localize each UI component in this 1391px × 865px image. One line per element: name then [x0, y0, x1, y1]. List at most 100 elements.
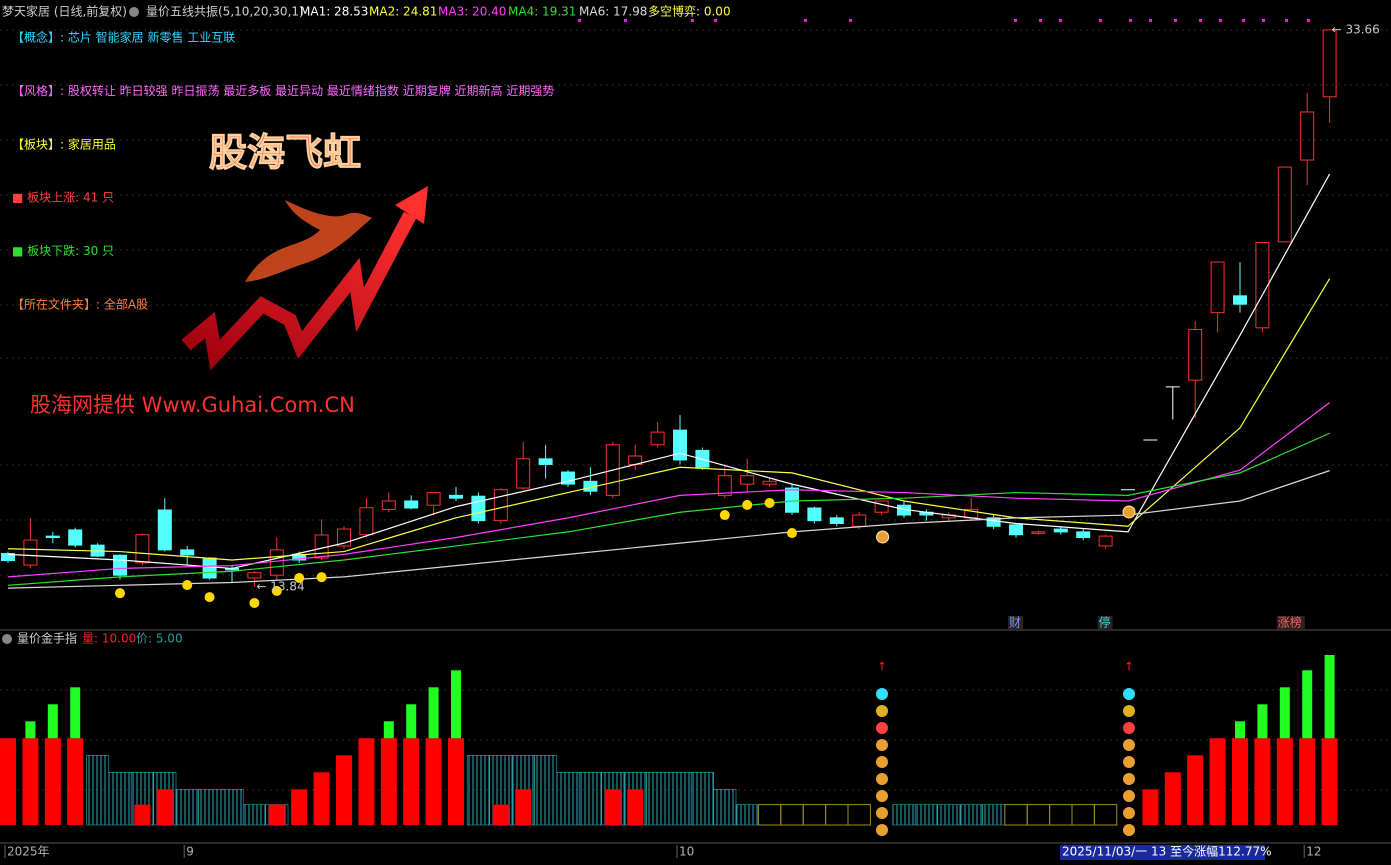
cyan-hatch	[198, 788, 222, 826]
green-bar	[1302, 670, 1313, 739]
red-bar	[358, 738, 375, 825]
cyan-hatch	[982, 804, 1006, 826]
info-line: 【板块】: 家居用品	[12, 136, 116, 151]
ma-line	[7, 278, 1331, 561]
cyan-hatch	[959, 804, 983, 826]
candle-body	[1031, 531, 1046, 534]
signal-icon	[1123, 756, 1135, 768]
cyan-hatch	[86, 754, 110, 826]
candle-body	[1053, 528, 1068, 533]
red-bar	[313, 772, 330, 825]
x-tick-label: 12	[1306, 845, 1321, 859]
red-bar	[134, 804, 151, 825]
signal-icon	[1123, 807, 1135, 819]
signal-dot	[249, 598, 260, 609]
indicator-title: 量价五线共振(5,10,20,30,1)	[146, 5, 304, 19]
money-bag	[1122, 505, 1136, 519]
cyan-hatch	[914, 804, 938, 826]
signal-icon	[1123, 824, 1135, 836]
candle-body	[471, 495, 486, 522]
green-bar	[451, 670, 461, 739]
legend-entry: MA6: 17.98	[579, 5, 647, 19]
cyan-hatch	[937, 804, 961, 826]
signal-icon	[1123, 773, 1135, 785]
cyan-hatch	[646, 771, 670, 826]
signal-dot	[764, 497, 775, 508]
svg-text:↑: ↑	[1124, 660, 1134, 674]
logo-arrowhead	[395, 186, 428, 224]
red-bar	[67, 738, 84, 825]
svg-text:↑: ↑	[877, 660, 887, 674]
signal-dot	[204, 592, 215, 603]
red-bar	[1187, 755, 1204, 825]
candle-body	[1009, 524, 1023, 536]
candle-body	[426, 492, 441, 506]
signal-icon	[1123, 739, 1135, 751]
cyan-hatch	[690, 771, 714, 826]
cyan-hatch	[175, 788, 199, 826]
red-bar	[291, 789, 308, 825]
green-bar	[383, 721, 394, 739]
signal-dot	[115, 588, 125, 599]
cyan-hatch	[735, 804, 759, 826]
signal-dot	[742, 499, 753, 510]
candle-body	[1076, 531, 1091, 539]
candle-body	[829, 517, 844, 524]
x-tick-label: 9	[186, 845, 194, 859]
candle-body	[1, 553, 15, 562]
signal-icon	[876, 773, 888, 785]
candle-body	[605, 444, 620, 496]
event-label: 财	[1009, 616, 1021, 630]
candle-body	[68, 529, 83, 546]
candle-body	[762, 480, 777, 485]
green-bar	[1235, 721, 1245, 739]
status-box	[1060, 845, 1265, 860]
event-label: 停	[1099, 615, 1111, 630]
signal-dot	[719, 510, 730, 521]
red-bar	[403, 738, 420, 825]
cyan-hatch	[108, 771, 132, 826]
green-bar	[1324, 655, 1335, 739]
candle-body	[538, 458, 553, 465]
candle-body	[1322, 29, 1337, 98]
candle-body	[1188, 329, 1203, 381]
red-bar	[1321, 738, 1338, 825]
cyan-hatch	[578, 771, 602, 826]
price-annotation: ← 33.66	[1332, 22, 1380, 36]
signal-icon	[1123, 705, 1135, 717]
signal-icon	[1123, 790, 1135, 802]
red-bar	[380, 738, 397, 825]
logo-text: 股海飞虹	[209, 131, 361, 175]
top-markers	[578, 19, 1310, 22]
signal-dot	[294, 573, 305, 584]
watermark: 股海网提供 Www.Guhai.Com.CN	[30, 393, 355, 417]
event-tag	[1008, 616, 1023, 629]
red-bar	[1276, 738, 1293, 825]
event-tag	[1097, 616, 1113, 629]
candle-body	[449, 494, 463, 499]
signal-icon	[876, 739, 888, 751]
panel-label: 价: 5.00	[136, 632, 183, 646]
red-bar	[492, 804, 509, 825]
logo-phoenix	[245, 200, 372, 282]
signal-icon	[1123, 722, 1135, 734]
candle-body	[807, 507, 822, 522]
price-annotation: ← 13.84	[256, 579, 304, 593]
candle-body	[269, 549, 284, 576]
red-bar	[1209, 738, 1226, 825]
cyan-hatch	[556, 771, 580, 826]
green-bar	[406, 704, 417, 739]
signal-dot	[182, 580, 193, 591]
candle-body	[673, 429, 687, 461]
candle-body	[135, 534, 150, 564]
x-tick-label: 10	[679, 845, 694, 859]
candle-body	[180, 549, 195, 556]
candle-body	[247, 572, 262, 579]
legend-entry: MA3: 20.40	[438, 5, 506, 19]
dropdown-icon[interactable]	[129, 7, 139, 17]
cyan-hatch	[220, 788, 244, 826]
cyan-hatch	[534, 754, 558, 826]
panel-title: 量价金手指	[17, 631, 77, 646]
red-bar	[515, 789, 532, 825]
dropdown-icon[interactable]	[2, 634, 12, 644]
